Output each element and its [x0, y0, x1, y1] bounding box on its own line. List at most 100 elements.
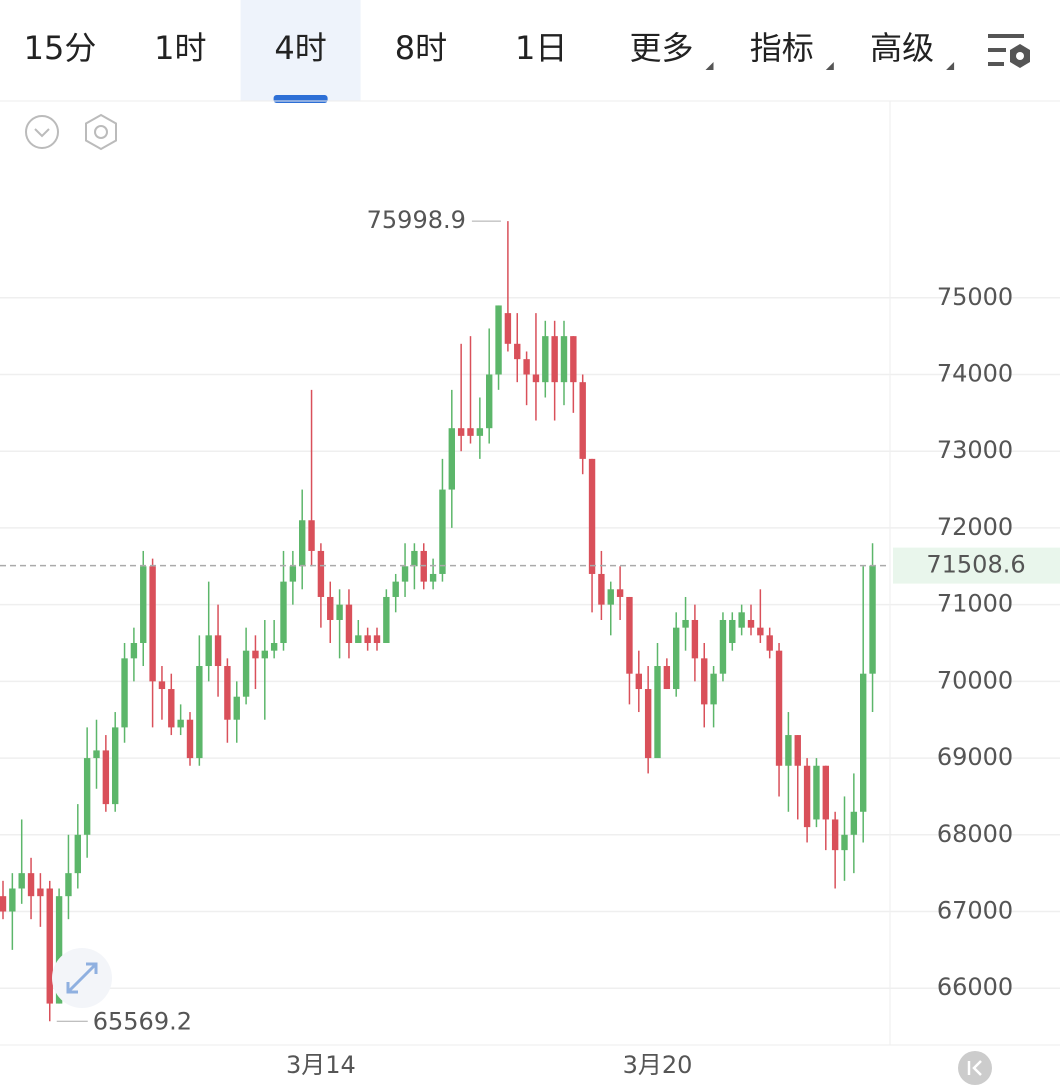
candle-body — [224, 666, 231, 720]
tab[interactable]: 高级 — [870, 29, 934, 67]
candle-body — [112, 727, 119, 805]
candle-body — [775, 650, 783, 766]
candle-body — [710, 673, 717, 705]
candle-body — [532, 374, 540, 383]
candle-body — [729, 619, 736, 644]
candle-body — [598, 573, 605, 605]
candle-body — [663, 666, 671, 690]
candle-body — [392, 581, 399, 597]
plot: 66000 67000 68000 69000 70000 71000 72000 73000… — [0, 206, 1060, 1079]
tab[interactable]: 指标 — [750, 29, 814, 67]
candle-body — [345, 604, 353, 644]
candle-body — [476, 428, 484, 436]
candle-body — [83, 758, 91, 835]
candle-body — [280, 581, 287, 644]
candle-body — [196, 666, 203, 759]
candle-body — [65, 873, 72, 897]
candle-body — [560, 336, 568, 383]
candle-body — [682, 619, 689, 628]
candle-body — [299, 520, 306, 567]
candle-body — [27, 873, 35, 897]
candle-body — [831, 819, 839, 851]
candle-body — [383, 596, 390, 644]
expand-icon[interactable] — [52, 948, 112, 1008]
candle-body — [747, 619, 755, 628]
candle-body — [177, 719, 184, 728]
candle-body — [635, 673, 642, 690]
tab[interactable]: 1时 — [154, 29, 206, 67]
candle-body — [205, 635, 212, 667]
candle-body — [514, 343, 521, 360]
candle-body — [822, 765, 829, 820]
candle-body — [616, 589, 624, 597]
toolbar-settings-icon[interactable] — [988, 34, 1030, 68]
dropdown-caret — [946, 62, 955, 70]
x-tick-label: 3月14 — [286, 1051, 356, 1079]
candle-body — [289, 566, 297, 582]
candle-body — [495, 305, 502, 375]
candle-body — [130, 643, 138, 659]
candle-body — [644, 689, 652, 759]
candle-body — [467, 428, 474, 436]
candle-body — [121, 658, 128, 728]
tab[interactable]: 4时 — [274, 29, 326, 67]
tab[interactable]: 8时 — [395, 29, 447, 67]
candle-body — [0, 896, 7, 912]
candle-body — [270, 643, 278, 651]
y-tick-label: 73000 — [937, 436, 1013, 464]
candle-body — [355, 635, 362, 644]
active-tab-underline — [273, 95, 328, 103]
candle-body — [168, 689, 175, 728]
max-label: 75998.9 — [367, 206, 466, 234]
last-price-box — [893, 547, 1060, 584]
candle-body — [738, 612, 745, 628]
tab[interactable]: 1日 — [515, 29, 567, 67]
candle-body — [93, 750, 100, 759]
candle-body — [252, 650, 259, 659]
candle-body — [429, 573, 437, 582]
tab[interactable]: 15分 — [24, 29, 97, 67]
candle-body — [46, 888, 53, 1004]
candle-body — [626, 596, 633, 674]
candle-body — [579, 382, 586, 459]
candle-body — [364, 635, 371, 644]
y-tick-label: 70000 — [937, 666, 1013, 694]
dropdown-caret — [825, 62, 834, 70]
candle-body — [860, 673, 867, 812]
active-tab-bg — [240, 0, 361, 101]
y-tick-label: 72000 — [937, 513, 1013, 541]
candle-body — [785, 735, 792, 766]
candle-body — [186, 719, 194, 759]
min-label: 65569.2 — [93, 1007, 192, 1035]
candle-body — [757, 627, 764, 636]
candle-body — [654, 666, 661, 759]
last-price-label: 71508.6 — [926, 551, 1025, 579]
candle-body — [149, 566, 156, 682]
tab[interactable]: 更多 — [629, 29, 693, 67]
candle-body — [841, 834, 848, 851]
y-tick-label: 67000 — [937, 897, 1013, 925]
candle-body — [233, 696, 240, 720]
candle-body — [55, 896, 63, 1004]
candle-body — [850, 811, 858, 835]
candle-body — [327, 596, 334, 620]
y-tick-label: 74000 — [937, 359, 1013, 387]
dropdown-caret — [705, 62, 714, 70]
candle-body — [336, 604, 343, 620]
candle-body — [551, 336, 558, 383]
candle-body — [803, 765, 811, 828]
candle-body — [673, 627, 680, 690]
candle-body — [214, 635, 222, 667]
candle-body — [457, 428, 465, 436]
candle-body — [607, 589, 614, 605]
scroll-end-button[interactable] — [958, 1051, 992, 1085]
candle-body — [74, 834, 81, 874]
candle-body — [439, 489, 446, 574]
candle-body — [261, 650, 268, 659]
settings-hex-icon[interactable] — [85, 113, 117, 151]
y-tick-label: 75000 — [937, 283, 1013, 311]
toolbar: 15分 1时 4时 8时 1日 更多 指标 高级 — [24, 0, 955, 103]
y-tick-label: 66000 — [937, 973, 1013, 1001]
y-tick-label: 69000 — [937, 743, 1013, 771]
collapse-icon[interactable] — [25, 115, 59, 149]
